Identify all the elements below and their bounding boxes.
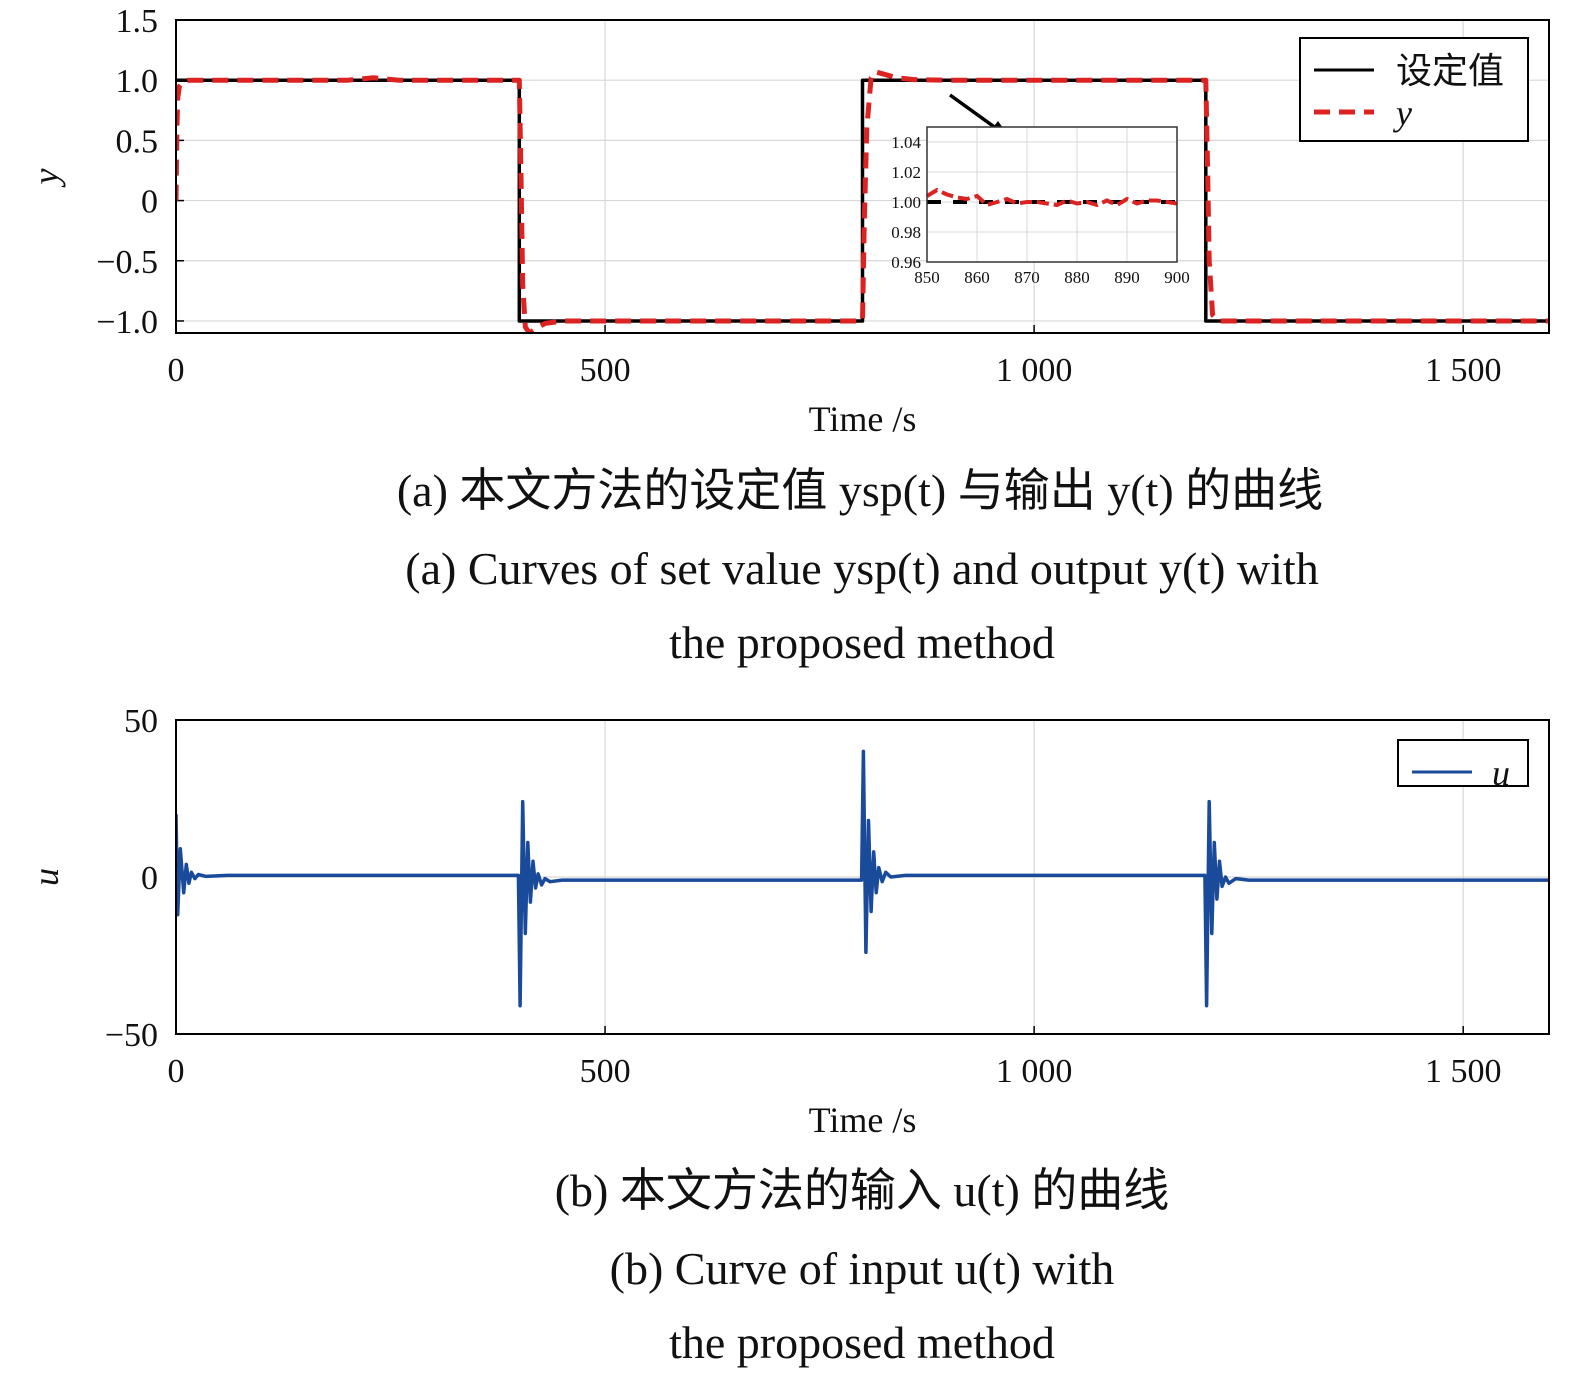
inset-output-line	[925, 187, 1178, 208]
y-tick-label: 0.5	[116, 123, 159, 160]
legend-box	[1299, 37, 1529, 142]
y-tick-label: −0.5	[96, 244, 158, 281]
y-tick-label: 0	[141, 860, 158, 897]
legend-label: 设定值	[1396, 51, 1504, 91]
inset-background	[927, 127, 1177, 262]
arrow-line	[948, 93, 1002, 133]
x-tick-label: 0	[168, 352, 185, 389]
caption-a-en-2: the proposed method	[669, 617, 1055, 668]
x-tick-label: 1 000	[996, 1053, 1073, 1090]
x-tick-label: 1 500	[1425, 352, 1502, 389]
y-tick-label: −1.0	[96, 304, 158, 341]
inset-x-tick-label: 900	[1164, 268, 1190, 287]
y-tick-label: 1.5	[116, 3, 159, 40]
inset-y-tick-label: 0.98	[891, 223, 921, 242]
inset-y-tick-label: 1.04	[891, 133, 921, 152]
caption-b-en-1: (b) Curve of input u(t) with	[610, 1243, 1115, 1294]
legend-label: y	[1393, 93, 1412, 133]
x-tick-label: 1 000	[996, 352, 1073, 389]
inset-x-tick-label: 880	[1064, 268, 1090, 287]
y-tick-label: 1.0	[116, 63, 159, 100]
y-axis-label: u	[26, 868, 66, 886]
series-line-a	[176, 749, 1549, 1008]
inset-frame	[926, 126, 1178, 263]
x-axis-label: Time /s	[809, 399, 917, 439]
x-axis-label: Time /s	[809, 1100, 917, 1140]
caption-b-en-2: the proposed method	[669, 1317, 1055, 1368]
inset-x-tick-label: 850	[914, 268, 940, 287]
x-tick-label: 0	[168, 1053, 185, 1090]
inset-y-tick-label: 1.02	[891, 163, 921, 182]
legend-label: u	[1492, 753, 1510, 793]
inset-x-tick-label: 890	[1114, 268, 1140, 287]
y-tick-label: 50	[124, 703, 158, 740]
caption-a-cn: (a) 本文方法的设定值 ysp(t) 与输出 y(t) 的曲线	[397, 465, 1323, 516]
caption-a-en-1: (a) Curves of set value ysp(t) and outpu…	[405, 543, 1318, 594]
series-line-b	[176, 69, 1549, 333]
legend-box	[1397, 739, 1529, 787]
x-tick-label: 1 500	[1425, 1053, 1502, 1090]
x-tick-label: 500	[580, 352, 631, 389]
caption-b-cn: (b) 本文方法的输入 u(t) 的曲线	[555, 1165, 1170, 1216]
inset-x-tick-label: 860	[964, 268, 990, 287]
plot-frame	[175, 719, 1550, 1035]
y-tick-label: 0	[141, 184, 158, 221]
inset-y-tick-label: 0.96	[891, 253, 921, 272]
chart-a: 0 500 1 000 1 500 1.5 1.0 0.5 0 −0.5 −1.0 Time /s y…	[26, 3, 1550, 439]
y-axis-label: y	[26, 168, 66, 187]
plot-frame	[175, 19, 1550, 334]
x-tick-label: 500	[580, 1053, 631, 1090]
inset-x-tick-label: 870	[1014, 268, 1040, 287]
inset-y-tick-label: 1.00	[891, 193, 921, 212]
series-line-a	[176, 78, 1549, 323]
y-tick-label: −50	[105, 1017, 158, 1054]
